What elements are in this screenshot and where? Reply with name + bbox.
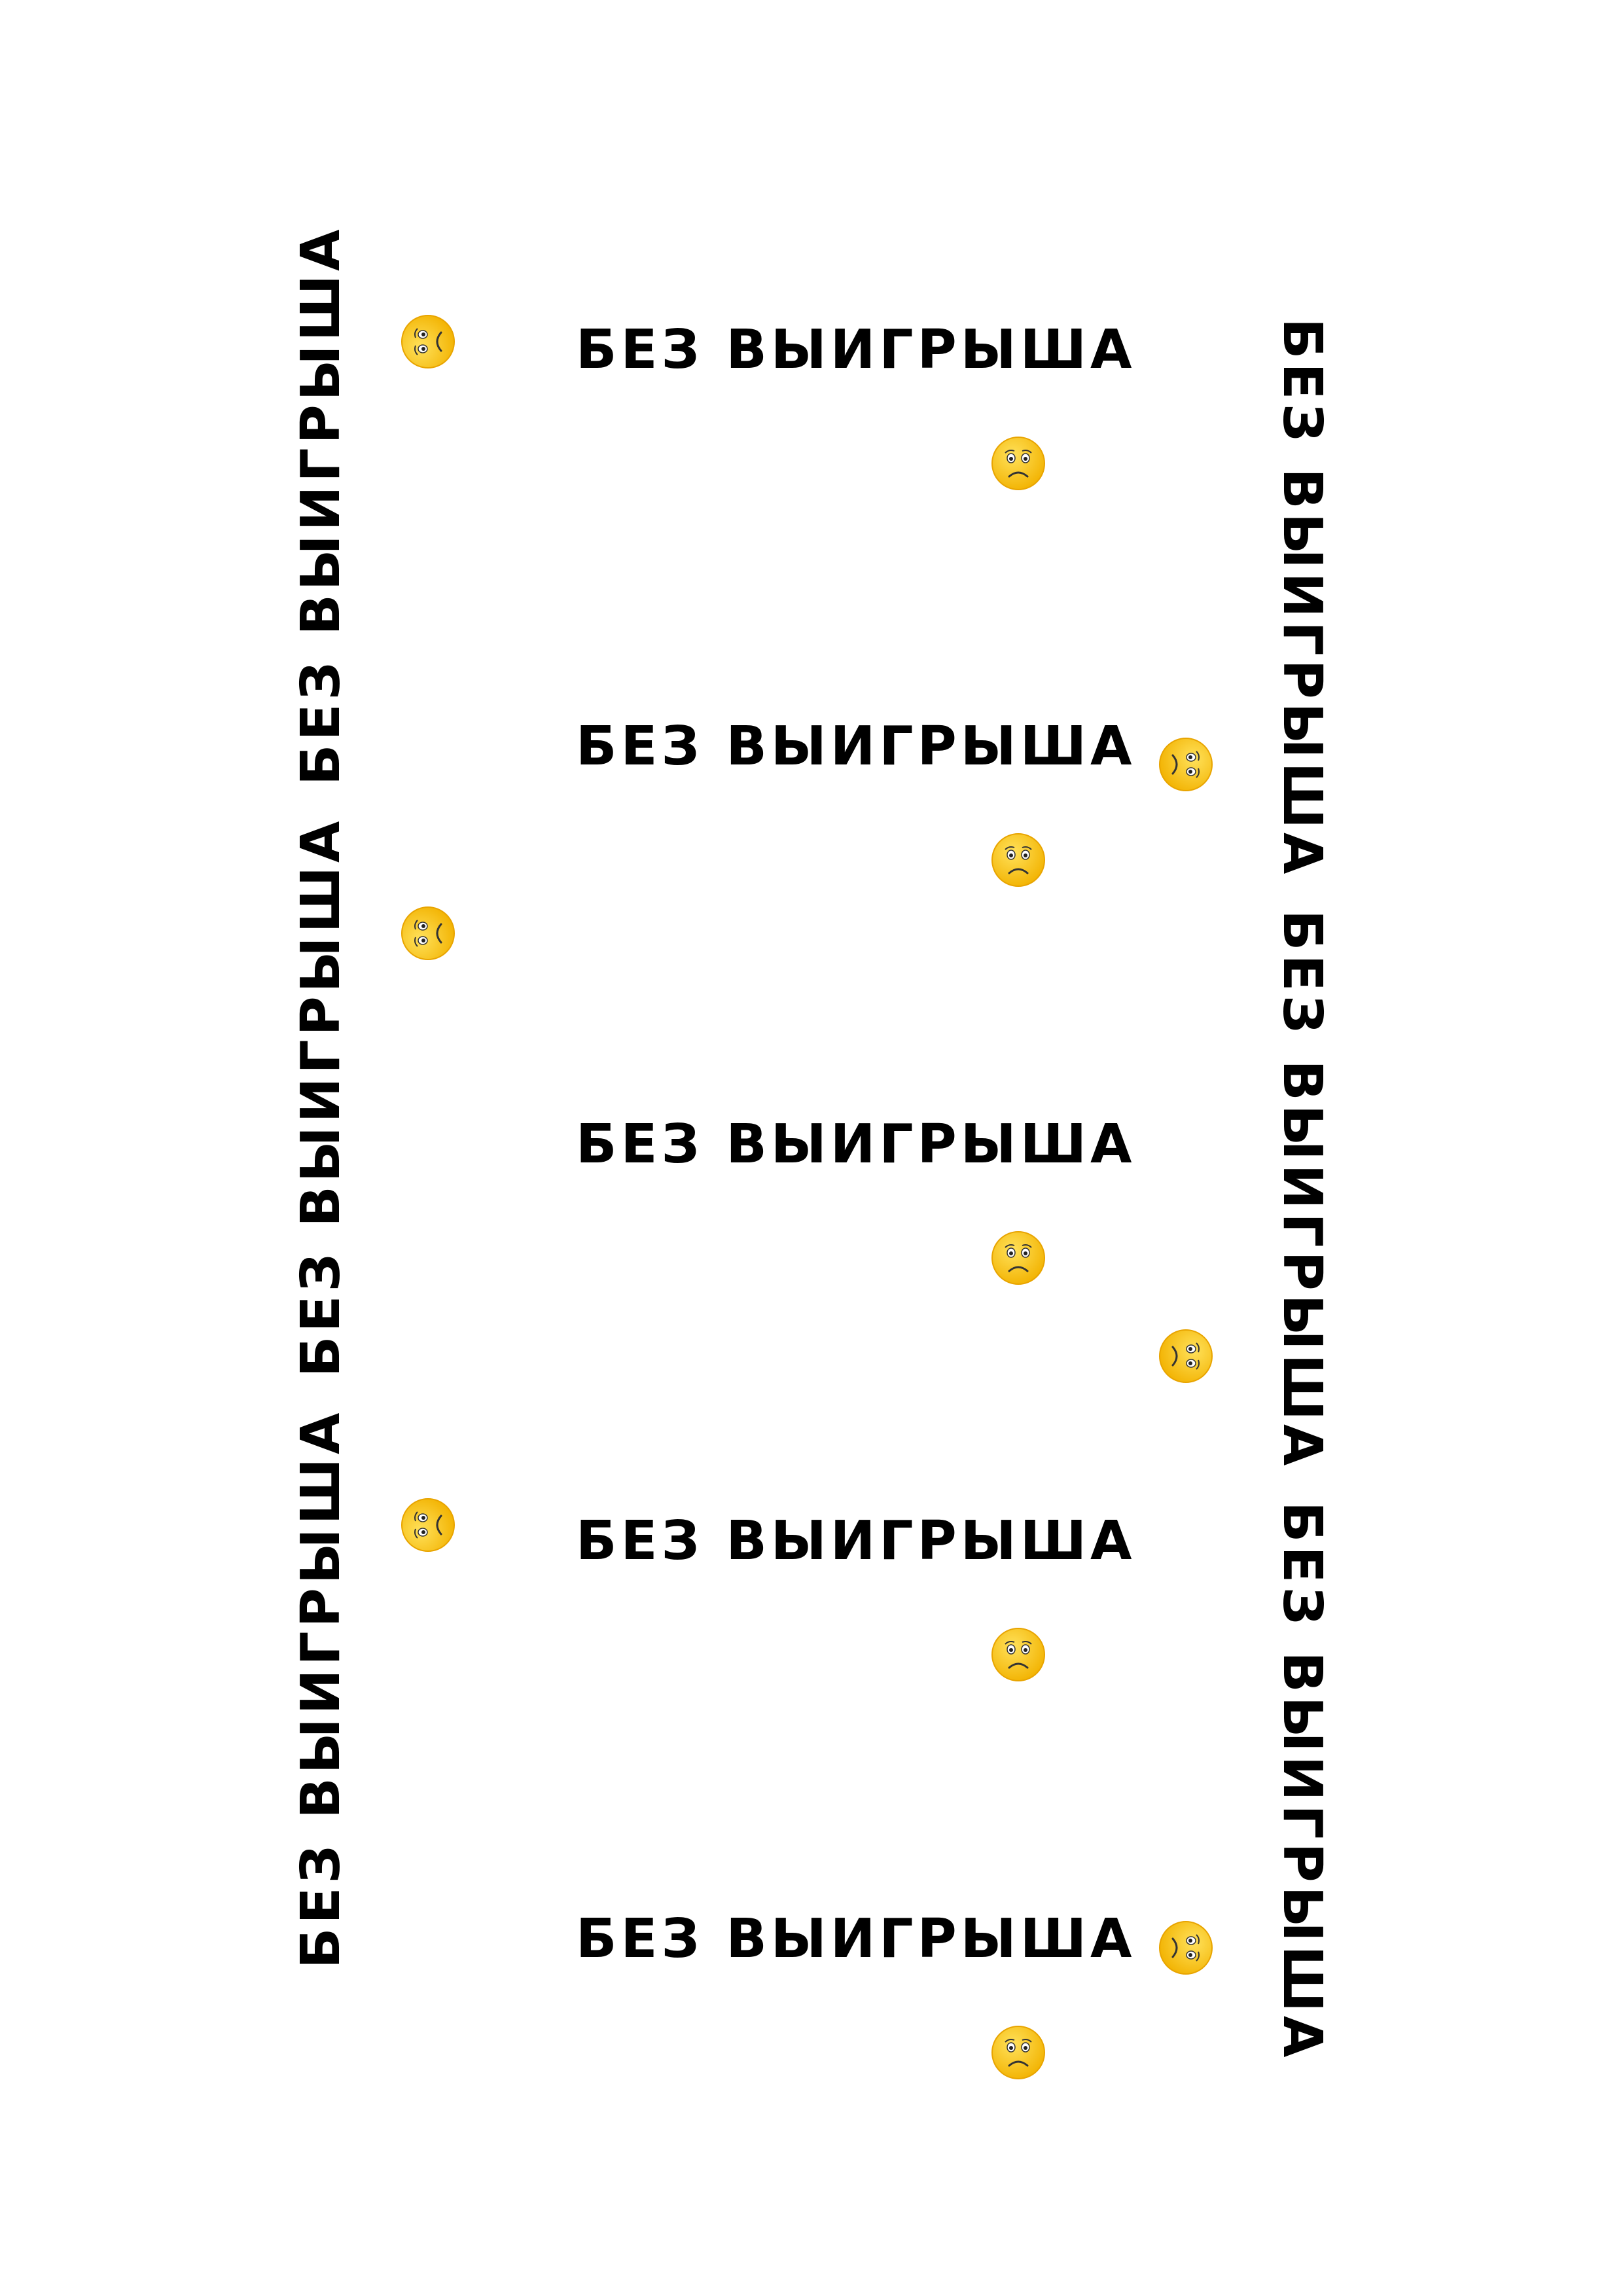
sad-face-icon [1158,737,1213,792]
no-win-label: БЕЗ ВЫИГРЫША [576,1908,1136,1970]
no-win-label: БЕЗ ВЫИГРЫША [290,1408,352,1969]
sad-face-icon [401,906,455,961]
sad-face-icon [401,314,455,369]
sad-face-icon [991,2025,1046,2080]
no-win-label: БЕЗ ВЫИГРЫША [576,1510,1136,1572]
sad-face-icon [1158,1329,1213,1384]
sad-face-icon [401,1498,455,1552]
no-win-label: БЕЗ ВЫИГРЫША [290,225,352,785]
sad-face-icon [991,1230,1046,1285]
sad-face-icon [991,436,1046,491]
no-win-label: БЕЗ ВЫИГРЫША [1271,318,1333,878]
no-win-label: БЕЗ ВЫИГРЫША [576,319,1136,381]
no-win-label: БЕЗ ВЫИГРЫША [290,817,352,1377]
sad-face-icon [1158,1920,1213,1975]
no-win-label: БЕЗ ВЫИГРЫША [576,715,1136,778]
sad-face-icon [991,1627,1046,1682]
no-win-label: БЕЗ ВЫИГРЫША [1271,910,1333,1470]
no-win-label: БЕЗ ВЫИГРЫША [576,1113,1136,1175]
no-win-label: БЕЗ ВЫИГРЫША [1271,1501,1333,2062]
sad-face-icon [991,833,1046,888]
